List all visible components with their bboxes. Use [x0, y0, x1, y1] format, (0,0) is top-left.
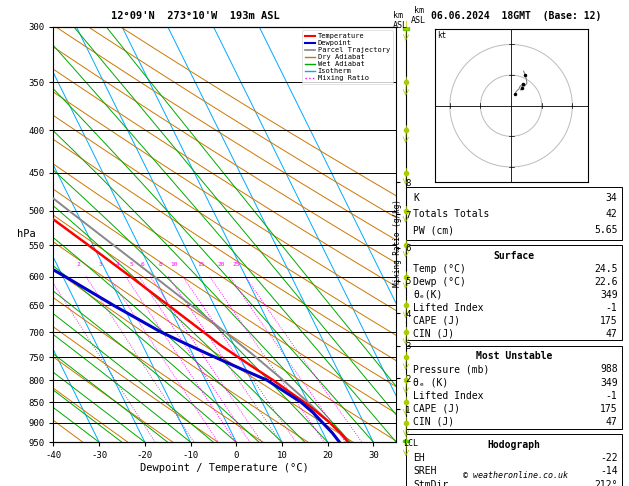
Text: Hodograph: Hodograph: [487, 440, 541, 450]
Bar: [406, 187, 622, 240]
Text: 20: 20: [217, 262, 225, 267]
Text: km
ASL: km ASL: [393, 11, 408, 30]
Text: 4: 4: [116, 262, 120, 267]
Text: 42: 42: [606, 209, 618, 219]
Text: PW (cm): PW (cm): [413, 226, 454, 235]
Legend: Temperature, Dewpoint, Parcel Trajectory, Dry Adiabat, Wet Adiabat, Isotherm, Mi: Temperature, Dewpoint, Parcel Trajectory…: [302, 30, 392, 84]
Text: Lifted Index: Lifted Index: [413, 303, 484, 312]
Text: km
ASL: km ASL: [411, 6, 426, 25]
Text: 349: 349: [600, 378, 618, 387]
Text: Mixing Ratio (g/kg): Mixing Ratio (g/kg): [393, 199, 402, 287]
Text: LCL: LCL: [403, 438, 418, 448]
Text: 22.6: 22.6: [594, 277, 618, 287]
Bar: [406, 346, 622, 429]
Text: θₑ(K): θₑ(K): [413, 290, 443, 299]
X-axis label: Dewpoint / Temperature (°C): Dewpoint / Temperature (°C): [140, 463, 309, 473]
Text: K: K: [413, 193, 419, 204]
Text: 5.65: 5.65: [594, 226, 618, 235]
Text: -14: -14: [600, 467, 618, 476]
Text: 3: 3: [99, 262, 103, 267]
Text: 10: 10: [170, 262, 178, 267]
Text: -1: -1: [606, 391, 618, 400]
Text: Pressure (mb): Pressure (mb): [413, 364, 489, 374]
Text: kt: kt: [438, 31, 447, 40]
Text: CAPE (J): CAPE (J): [413, 404, 460, 414]
Text: © weatheronline.co.uk: © weatheronline.co.uk: [464, 471, 568, 480]
Text: CIN (J): CIN (J): [413, 417, 454, 427]
Text: -1: -1: [606, 303, 618, 312]
Text: hPa: hPa: [16, 229, 35, 240]
Text: 349: 349: [600, 290, 618, 299]
Text: CIN (J): CIN (J): [413, 329, 454, 339]
Text: CAPE (J): CAPE (J): [413, 315, 460, 326]
Text: EH: EH: [413, 453, 425, 463]
Text: Dewp (°C): Dewp (°C): [413, 277, 466, 287]
Text: -22: -22: [600, 453, 618, 463]
Text: SREH: SREH: [413, 467, 437, 476]
Text: 47: 47: [606, 329, 618, 339]
Text: Totals Totals: Totals Totals: [413, 209, 489, 219]
Text: 06.06.2024  18GMT  (Base: 12): 06.06.2024 18GMT (Base: 12): [431, 11, 601, 21]
Text: 2: 2: [76, 262, 80, 267]
Text: Surface: Surface: [494, 251, 535, 260]
Text: 15: 15: [198, 262, 205, 267]
Text: 8: 8: [159, 262, 162, 267]
Bar: [406, 434, 622, 486]
Text: 175: 175: [600, 404, 618, 414]
Text: 47: 47: [606, 417, 618, 427]
Text: 24.5: 24.5: [594, 263, 618, 274]
Text: Temp (°C): Temp (°C): [413, 263, 466, 274]
Text: 175: 175: [600, 315, 618, 326]
Text: 12°09'N  273°10'W  193m ASL: 12°09'N 273°10'W 193m ASL: [111, 11, 279, 21]
Text: 5: 5: [129, 262, 133, 267]
Text: 25: 25: [233, 262, 240, 267]
Bar: [406, 245, 622, 340]
Text: StmDir: StmDir: [413, 480, 448, 486]
Text: Most Unstable: Most Unstable: [476, 351, 552, 361]
Text: 6: 6: [140, 262, 144, 267]
Text: θₑ (K): θₑ (K): [413, 378, 448, 387]
Text: 212°: 212°: [594, 480, 618, 486]
Text: Lifted Index: Lifted Index: [413, 391, 484, 400]
Text: 988: 988: [600, 364, 618, 374]
Text: 34: 34: [606, 193, 618, 204]
